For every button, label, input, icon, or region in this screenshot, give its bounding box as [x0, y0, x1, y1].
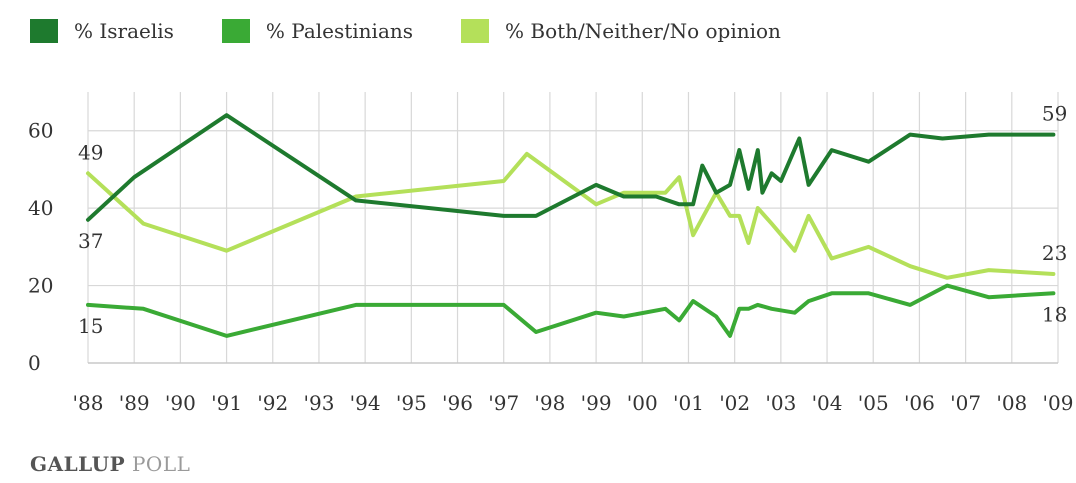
x-tick-label: '91	[211, 391, 242, 415]
legend-label-both-neither: % Both/Neither/No opinion	[505, 19, 781, 43]
x-tick-label: '96	[442, 391, 473, 415]
legend-swatch-palestinians	[221, 19, 250, 43]
legend-label-israelis: % Israelis	[74, 19, 174, 43]
x-tick-label: '88	[73, 391, 104, 415]
brand-logo: GALLUP POLL	[30, 452, 190, 476]
x-tick-label: '97	[488, 391, 519, 415]
x-tick-label: '94	[350, 391, 381, 415]
x-tick-label: '02	[719, 391, 750, 415]
x-tick-label: '06	[904, 391, 935, 415]
x-tick-label: '09	[1043, 391, 1074, 415]
x-tick-label: '04	[812, 391, 843, 415]
y-tick-label-60: 60	[28, 119, 53, 143]
x-tick-label: '98	[534, 391, 565, 415]
legend-label-palestinians: % Palestinians	[265, 19, 414, 43]
x-tick-label: '90	[165, 391, 196, 415]
brand-name-poll: POLL	[131, 452, 191, 476]
data-label: 49	[78, 140, 103, 164]
series-line-1	[86, 283, 1056, 338]
series-line-2	[86, 151, 1056, 280]
x-tick-label: '07	[950, 391, 981, 415]
y-tick-label-0: 0	[28, 351, 41, 375]
x-tick-label: '95	[396, 391, 427, 415]
y-tick-label-40: 40	[28, 196, 53, 220]
data-label: 18	[1042, 302, 1067, 326]
x-tick-label: '03	[765, 391, 796, 415]
data-label: 23	[1042, 241, 1067, 265]
data-label: 15	[78, 314, 103, 338]
y-tick-label-20: 20	[28, 274, 53, 298]
x-tick-label: '89	[119, 391, 150, 415]
series-line-0	[86, 113, 1056, 222]
legend-item-israelis: % Israelis	[30, 19, 174, 43]
x-tick-label: '93	[303, 391, 334, 415]
legend-swatch-israelis	[30, 19, 58, 43]
data-label: 37	[78, 229, 103, 253]
chart-legend: % Israelis % Palestinians % Both/Neither…	[30, 14, 829, 48]
x-tick-label: '05	[858, 391, 889, 415]
x-tick-label: '00	[627, 391, 658, 415]
x-tick-label: '08	[996, 391, 1027, 415]
x-tick-label: '92	[257, 391, 288, 415]
legend-item-both-neither: % Both/Neither/No opinion	[461, 19, 781, 43]
brand-name-gallup: GALLUP	[30, 452, 126, 476]
x-tick-label: '01	[673, 391, 704, 415]
legend-item-palestinians: % Palestinians	[221, 19, 414, 43]
legend-swatch-both-neither	[461, 19, 490, 43]
x-tick-label: '99	[581, 391, 612, 415]
data-label: 59	[1042, 102, 1067, 126]
plot-area	[88, 92, 1058, 363]
